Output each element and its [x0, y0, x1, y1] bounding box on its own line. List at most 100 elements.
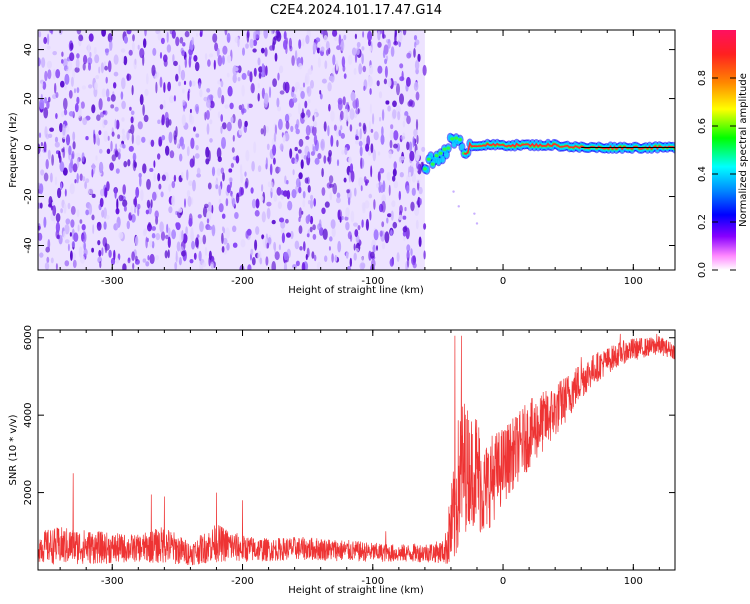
noise-blob [139, 48, 145, 59]
noise-blob [228, 168, 233, 173]
noise-blob [337, 99, 343, 111]
noise-blob [188, 180, 193, 186]
noise-blob [104, 110, 108, 116]
noise-blob [47, 239, 51, 250]
y-tick-label: 4000 [23, 402, 34, 427]
noise-blob [179, 36, 184, 44]
noise-blob [183, 80, 187, 85]
noise-blob [247, 70, 251, 77]
snr-xlabel: Height of straight line (km) [288, 585, 424, 596]
noise-blob [181, 250, 186, 257]
noise-blob [294, 50, 298, 61]
noise-blob [70, 205, 76, 215]
noise-blob [251, 198, 257, 209]
noise-blob [217, 55, 223, 67]
noise-blob [187, 196, 192, 207]
noise-blob [47, 33, 50, 45]
noise-blob [282, 81, 287, 91]
noise-blob [143, 228, 148, 235]
noise-blob [383, 78, 387, 85]
noise-blob [282, 134, 286, 143]
noise-blob [346, 189, 350, 194]
noise-blob [48, 96, 51, 103]
noise-blob [406, 115, 411, 125]
noise-blob [341, 215, 344, 221]
noise-blob [168, 131, 173, 144]
snr-data [38, 333, 675, 566]
noise-blob [196, 32, 198, 37]
noise-blob [199, 31, 203, 38]
noise-blob [98, 249, 102, 257]
noise-blob [283, 251, 289, 261]
noise-blob [189, 108, 192, 114]
x-tick-label: 100 [624, 276, 643, 287]
noise-blob [88, 62, 91, 71]
noise-blob [121, 100, 126, 110]
y-tick-label: -20 [23, 188, 34, 204]
noise-blob [285, 218, 289, 224]
noise-blob [227, 85, 233, 97]
noise-blob [155, 233, 161, 241]
noise-blob [379, 116, 382, 122]
noise-blob [168, 227, 171, 240]
noise-blob [309, 226, 313, 233]
noise-blob [205, 110, 210, 120]
noise-blob [350, 210, 355, 223]
noise-blob [399, 204, 403, 214]
noise-blob [361, 219, 364, 228]
noise-blob [101, 30, 106, 37]
noise-blob [54, 82, 57, 94]
y-tick-label: 0 [23, 144, 34, 150]
noise-blob [336, 159, 340, 167]
noise-blob [97, 240, 101, 246]
noise-blob [115, 143, 118, 150]
noise-blob [312, 42, 317, 54]
noise-blob [137, 207, 140, 217]
noise-blob [366, 135, 371, 147]
noise-blob [60, 80, 65, 88]
noise-blob [160, 37, 165, 45]
noise-blob [369, 64, 374, 75]
noise-blob [152, 191, 157, 201]
noise-blob [196, 167, 201, 175]
noise-blob [298, 186, 302, 194]
noise-blob [359, 262, 365, 270]
noise-blob [141, 136, 146, 143]
noise-blob [175, 222, 181, 231]
noise-blob [409, 150, 415, 162]
noise-blob [363, 85, 366, 92]
noise-blob [206, 99, 211, 108]
noise-blob [63, 97, 68, 110]
noise-blob [106, 88, 110, 98]
noise-blob [128, 145, 134, 152]
noise-blob [127, 159, 131, 167]
noise-blob [72, 259, 77, 269]
noise-blob [390, 210, 394, 221]
noise-blob [98, 130, 102, 136]
noise-blob [121, 77, 126, 90]
scatter-speck [457, 205, 460, 208]
noise-blob [74, 67, 80, 73]
noise-blob [98, 161, 104, 174]
noise-blob [55, 113, 58, 119]
noise-blob [358, 177, 364, 187]
noise-blob [130, 205, 133, 216]
noise-blob [299, 246, 303, 251]
noise-blob [215, 184, 219, 190]
noise-blob [350, 91, 356, 102]
noise-blob [402, 226, 407, 233]
noise-blob [181, 50, 186, 57]
noise-blob [83, 248, 88, 257]
noise-blob [182, 233, 188, 244]
noise-blob [126, 130, 130, 141]
noise-blob [114, 106, 119, 112]
noise-blob [158, 136, 163, 146]
noise-blob [415, 161, 420, 170]
noise-blob [272, 144, 277, 156]
noise-blob [354, 33, 357, 40]
noise-blob [368, 193, 373, 199]
noise-blob [278, 118, 283, 130]
noise-blob [390, 229, 393, 237]
noise-blob [362, 65, 367, 73]
